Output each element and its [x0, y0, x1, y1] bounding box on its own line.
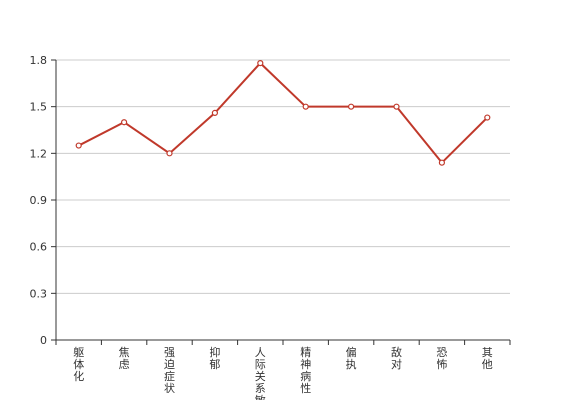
x-tick-label: 其他	[482, 346, 493, 371]
series	[75, 60, 491, 166]
data-point	[211, 109, 218, 116]
y-tick-label: 1.2	[30, 147, 48, 160]
x-tick-label: 敌对	[391, 345, 402, 371]
x-tick-label: 偏执	[346, 345, 357, 371]
x-tick-label: 人际关系敏感	[255, 346, 266, 400]
y-tick-label: 1.8	[30, 54, 48, 67]
y-tick-label: 0.6	[30, 241, 48, 254]
grid-lines	[56, 59, 510, 294]
axes	[51, 59, 511, 345]
x-tick-label: 强迫症状	[164, 346, 175, 395]
x-tick-label: 精神病性	[300, 346, 311, 395]
data-point	[75, 142, 82, 149]
y-tick-label: 0.9	[30, 194, 48, 207]
x-tick-label: 抑郁	[209, 345, 220, 371]
y-tick-label: 0.3	[30, 287, 48, 300]
data-point	[120, 119, 128, 126]
data-point	[438, 159, 445, 166]
x-tick-label: 躯体化	[73, 346, 84, 383]
series-line	[78, 61, 489, 165]
data-point	[393, 103, 400, 110]
data-point	[484, 114, 491, 121]
data-point	[257, 60, 264, 67]
y-tick-label: 1.5	[30, 101, 48, 114]
data-point	[348, 103, 355, 110]
y-tick-label: 0	[40, 334, 47, 347]
x-tick-label: 焦虑	[119, 346, 130, 371]
x-tick-labels: 躯体化 焦虑 强迫症状 抑郁 人际关系敏感 精神病性 偏执 敌对 恐怖 其他	[73, 345, 493, 404]
y-tick-labels: 0 0.3 0.6 0.9 1.2 1.5 1.8	[30, 54, 48, 347]
data-point	[302, 103, 309, 110]
x-tick-label: 恐怖	[436, 346, 447, 371]
data-point	[166, 150, 173, 157]
